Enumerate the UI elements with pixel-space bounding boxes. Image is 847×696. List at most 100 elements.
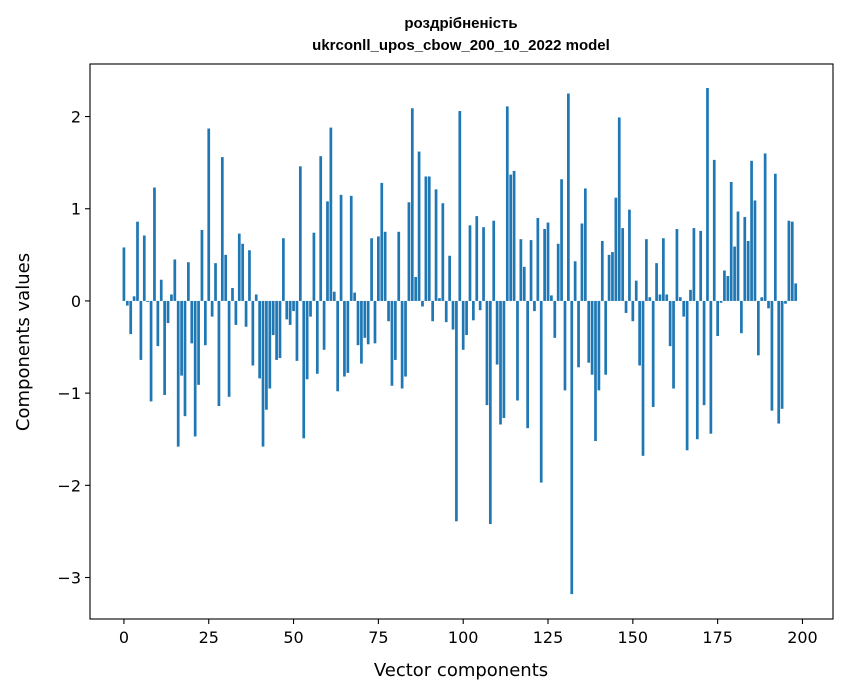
axes-group: 0 25 50 75 100 125 150 175 200 −3 −2 −1 0 1 2 (57, 108, 817, 647)
bar-37 (248, 250, 251, 301)
bar-192 (773, 173, 777, 301)
bar-19 (187, 262, 190, 301)
bar-113 (505, 106, 509, 301)
bar-85 (410, 108, 414, 301)
bar-11 (159, 279, 163, 301)
bar-134 (577, 300, 580, 368)
bar-67 (349, 195, 353, 301)
bar-193 (777, 300, 781, 424)
bar-40 (258, 300, 261, 379)
bar-143 (607, 254, 611, 301)
bar-83 (404, 300, 407, 377)
bar-189 (763, 153, 767, 301)
bar-150 (631, 300, 635, 322)
bar-78 (387, 300, 390, 322)
bar-118 (522, 266, 526, 301)
bar-99 (458, 111, 462, 301)
chart-subtitle: ukrconll_upos_cbow_200_10_2022 model (312, 37, 610, 54)
bar-4 (136, 221, 139, 301)
bar-35 (241, 243, 245, 301)
bar-167 (689, 289, 692, 301)
bar-114 (509, 174, 513, 301)
bar-86 (414, 276, 418, 301)
bar-107 (485, 300, 489, 406)
bar-101 (465, 300, 468, 336)
bar-187 (757, 300, 760, 356)
bar-62 (332, 291, 336, 301)
bar-171 (702, 300, 706, 406)
bar-129 (560, 179, 563, 301)
bar-169 (695, 300, 699, 440)
bar-127 (553, 300, 557, 338)
bar-24 (203, 300, 207, 346)
bar-82 (400, 300, 404, 389)
y-tick-label-0: 0 (71, 292, 81, 311)
bar-194 (780, 300, 784, 409)
bar-157 (655, 263, 658, 301)
bar-119 (526, 300, 530, 429)
bar-186 (753, 200, 757, 301)
bar-176 (719, 300, 723, 303)
bar-25 (207, 128, 211, 301)
bar-178 (726, 276, 730, 301)
bar-123 (539, 300, 543, 483)
bar-33 (234, 300, 238, 325)
bar-122 (536, 217, 540, 301)
bar-145 (614, 197, 618, 301)
x-tick-label-75: 75 (368, 628, 388, 647)
bar-47 (282, 238, 285, 301)
bar-155 (648, 297, 652, 301)
plot-frame (89, 63, 834, 620)
bar-103 (472, 300, 475, 321)
bar-136 (583, 188, 587, 301)
bar-152 (638, 300, 641, 366)
bar-137 (587, 300, 591, 363)
bar-115 (512, 170, 516, 301)
bar-149 (628, 209, 631, 301)
bar-57 (315, 300, 319, 374)
bar-177 (723, 270, 726, 301)
bar-126 (550, 295, 553, 301)
bar-142 (604, 300, 608, 375)
bar-3 (132, 296, 136, 301)
bar-128 (556, 243, 560, 301)
bar-173 (709, 300, 713, 434)
bar-69 (356, 300, 360, 346)
bar-172 (706, 87, 709, 301)
bar-179 (729, 182, 733, 301)
x-tick-label-50: 50 (283, 628, 303, 647)
bar-73 (370, 238, 373, 301)
x-tick-label-0: 0 (119, 628, 129, 647)
bar-162 (672, 300, 675, 389)
bar-163 (675, 229, 679, 301)
bar-41 (261, 300, 265, 447)
bar-191 (770, 300, 774, 411)
bar-90 (427, 176, 431, 301)
bar-96 (448, 255, 451, 301)
bar-38 (251, 300, 255, 366)
bar-39 (254, 294, 258, 301)
bar-9 (153, 187, 156, 301)
bar-105 (478, 300, 482, 311)
bar-146 (617, 117, 621, 301)
bar-77 (383, 231, 387, 301)
bar-55 (309, 300, 312, 317)
bar-168 (692, 228, 696, 301)
bar-197 (790, 221, 794, 301)
bar-195 (784, 300, 787, 304)
x-tick-label-175: 175 (702, 628, 733, 647)
bar-135 (580, 223, 584, 301)
bar-165 (682, 300, 686, 317)
bar-164 (678, 297, 682, 301)
bar-76 (380, 182, 384, 301)
bar-27 (214, 263, 217, 301)
bar-29 (220, 157, 224, 301)
bar-170 (699, 230, 703, 301)
bar-91 (431, 300, 435, 322)
bar-72 (366, 300, 370, 345)
bar-87 (417, 151, 421, 301)
bar-51 (295, 300, 299, 361)
bar-68 (353, 292, 356, 301)
y-axis-label: Components values (13, 253, 34, 431)
